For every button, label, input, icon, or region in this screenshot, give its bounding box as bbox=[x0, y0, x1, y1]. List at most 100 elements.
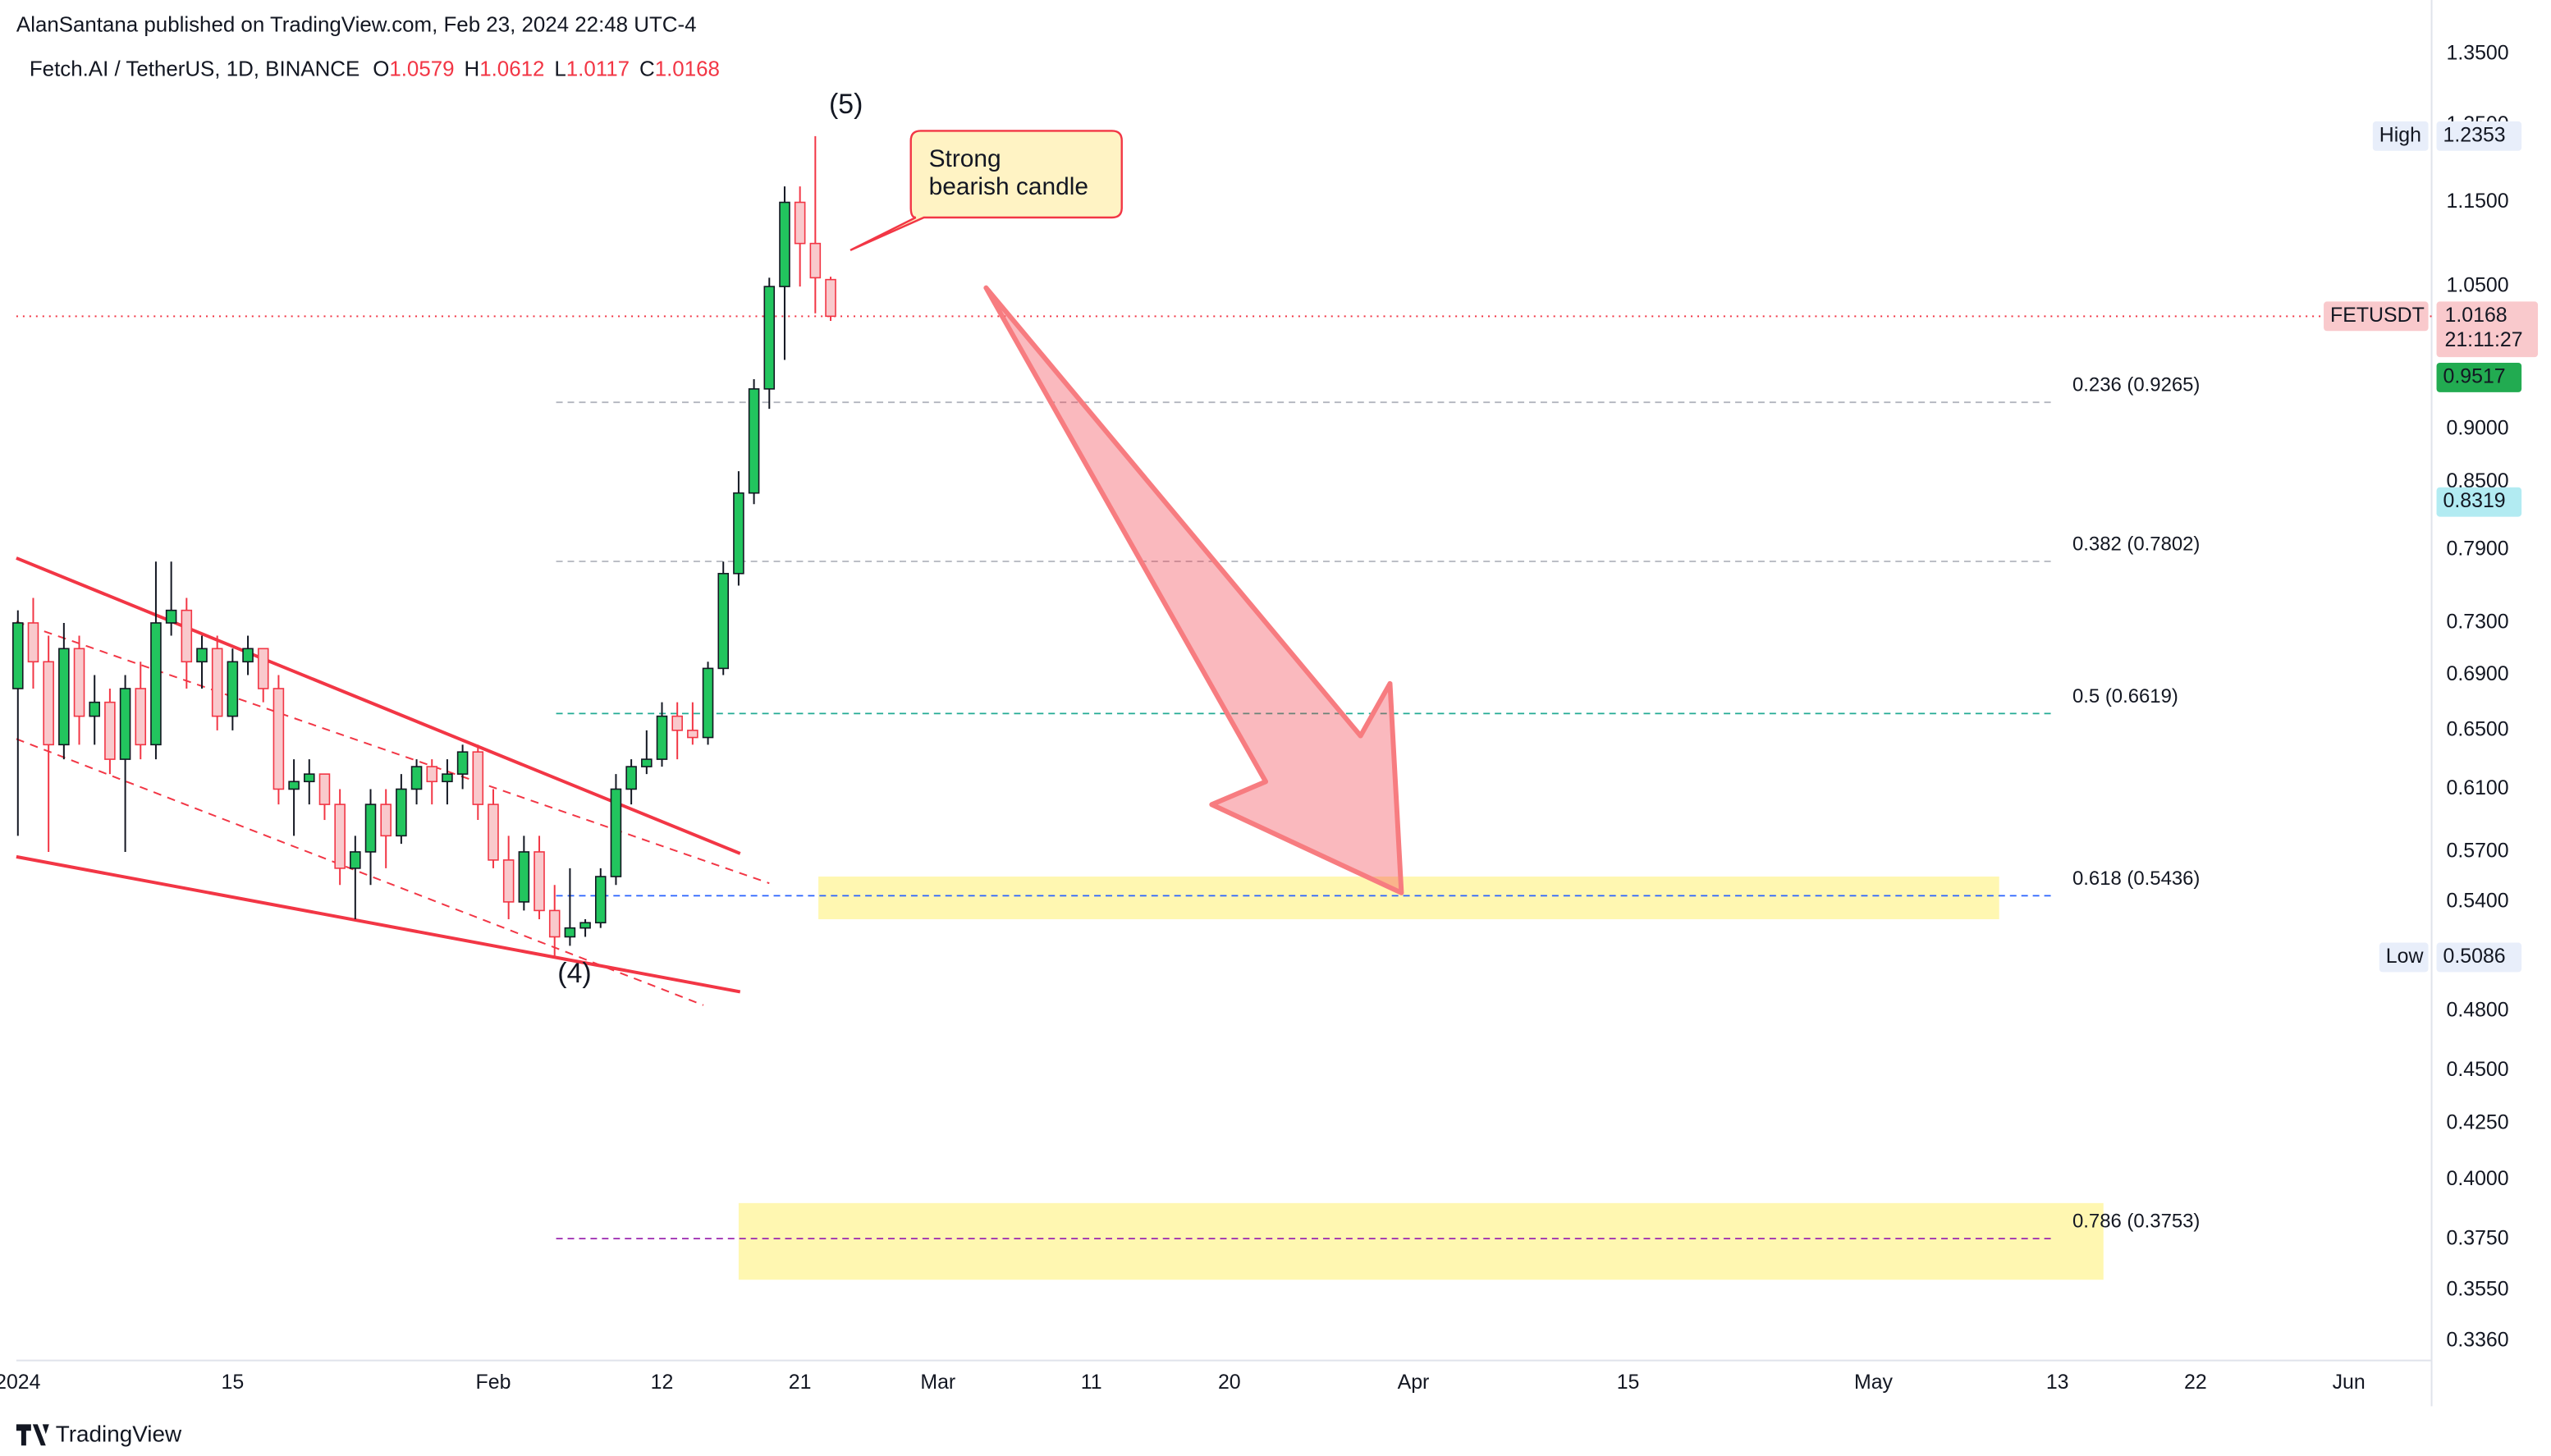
ohlc-value: 1.0579 bbox=[389, 58, 454, 81]
low-label-bg bbox=[2379, 942, 2429, 973]
candle-body bbox=[702, 667, 714, 739]
logo-mark bbox=[16, 1424, 49, 1446]
y-tick-label: 0.6500 bbox=[2446, 717, 2508, 740]
candle-body bbox=[456, 751, 469, 775]
fib-label: 0.618 (0.5436) bbox=[2072, 868, 2200, 890]
ohlc-key: O bbox=[373, 58, 389, 81]
candle-body bbox=[548, 909, 561, 938]
candle-body bbox=[334, 804, 346, 869]
candle-body bbox=[564, 927, 576, 938]
y-tick-label: 0.6900 bbox=[2446, 662, 2508, 685]
y-tick-label: 1.0500 bbox=[2446, 274, 2508, 297]
x-tick-label: Mar bbox=[920, 1371, 955, 1394]
candle-body bbox=[825, 278, 836, 318]
zone bbox=[818, 877, 1999, 919]
wave-label: (4) bbox=[557, 958, 591, 989]
candle-body bbox=[717, 573, 730, 670]
candle-body bbox=[181, 609, 193, 663]
candle-body bbox=[763, 286, 776, 390]
footer-logo: TradingView bbox=[16, 1422, 182, 1447]
candle-body bbox=[733, 492, 744, 575]
last-price: 1.0168 bbox=[2445, 304, 2507, 327]
x-tick-label: 21 bbox=[789, 1371, 812, 1394]
candle-body bbox=[502, 859, 515, 903]
candle-body bbox=[380, 804, 392, 837]
candle-body bbox=[779, 201, 790, 287]
candle-body bbox=[426, 766, 438, 783]
indicator-value-bg bbox=[2436, 363, 2522, 392]
legend: Fetch.AI / TetherUS, 1D, BINANCE O1.0579 H… bbox=[30, 58, 720, 81]
plot: 0.236 (0.9265) 0.382 (0.7802) 0.5 (0.6619)… bbox=[12, 89, 2432, 1280]
ohlc-key: C bbox=[639, 58, 655, 81]
zone bbox=[738, 1202, 2104, 1280]
symbol-badge-bg bbox=[2324, 301, 2429, 332]
indicator-value: 0.9517 bbox=[2443, 365, 2506, 388]
trendline bbox=[16, 854, 741, 994]
y-tick-label: 0.4500 bbox=[2446, 1058, 2508, 1081]
indicator-value: 0.8319 bbox=[2443, 489, 2506, 512]
candle-body bbox=[748, 388, 760, 494]
candle-body bbox=[165, 609, 177, 624]
callout-box bbox=[850, 130, 1123, 251]
x-tick-label: 12 bbox=[651, 1371, 674, 1394]
fib-label: 0.236 (0.9265) bbox=[2072, 374, 2200, 396]
low-value-bg bbox=[2436, 942, 2522, 973]
x-tick-label: Apr bbox=[1398, 1371, 1430, 1394]
ohlc-key: L bbox=[554, 58, 566, 81]
y-tick-label: 0.9000 bbox=[2446, 416, 2508, 439]
candle-body bbox=[809, 242, 822, 279]
ohlc-value: 1.0117 bbox=[566, 58, 630, 81]
candle-body bbox=[119, 688, 131, 760]
x-tick-label: 22 bbox=[2184, 1371, 2207, 1394]
candle-body bbox=[211, 648, 223, 717]
x-tick-label: 15 bbox=[1617, 1371, 1640, 1394]
countdown: 21:11:27 bbox=[2445, 328, 2523, 351]
candle-body bbox=[641, 758, 653, 767]
candle-body bbox=[350, 851, 361, 869]
symbol: Fetch.AI / TetherUS, 1D, BINANCE bbox=[30, 58, 360, 81]
candle-body bbox=[304, 773, 315, 783]
x-tick-label: 20 bbox=[1218, 1371, 1241, 1394]
x-tick-label: Feb bbox=[476, 1371, 511, 1394]
ohlc-key: H bbox=[465, 58, 480, 81]
wave-label: (5) bbox=[829, 89, 863, 120]
y-tick-label: 0.3360 bbox=[2446, 1328, 2508, 1351]
candle-body bbox=[43, 661, 54, 746]
symbol-badge: FETUSDT bbox=[2330, 304, 2425, 327]
candle-body bbox=[594, 876, 607, 924]
y-tick-label: 0.4250 bbox=[2446, 1111, 2508, 1134]
candle-body bbox=[671, 715, 683, 731]
candle-body bbox=[364, 804, 377, 853]
fib-label: 0.786 (0.3753) bbox=[2072, 1211, 2200, 1233]
y-tick-label: 1.3500 bbox=[2446, 41, 2508, 64]
candle-body bbox=[104, 701, 116, 760]
last-price-bg bbox=[2436, 301, 2539, 358]
low-value: 0.5086 bbox=[2443, 945, 2506, 968]
fib-label: 0.382 (0.7802) bbox=[2072, 533, 2200, 555]
candle-body bbox=[687, 730, 698, 739]
y-tick-label: 0.5400 bbox=[2446, 889, 2508, 912]
candle-body bbox=[656, 715, 668, 760]
candle-body bbox=[227, 661, 239, 717]
candle-body bbox=[472, 751, 484, 805]
callout-text: Strong bbox=[929, 145, 1001, 172]
candle-body bbox=[196, 648, 208, 663]
x-tick-label: 15 bbox=[222, 1371, 245, 1394]
candle-body bbox=[135, 688, 147, 746]
y-tick-label: 0.7900 bbox=[2446, 537, 2508, 560]
x-tick-label: 13 bbox=[2046, 1371, 2069, 1394]
candle-body bbox=[89, 701, 100, 717]
high-label: High bbox=[2379, 123, 2421, 146]
candle-body bbox=[318, 773, 331, 805]
candle-body bbox=[534, 851, 545, 912]
candle-body bbox=[242, 648, 254, 663]
x-tick-label: 2024 bbox=[0, 1371, 41, 1394]
y-tick-label: 1.1500 bbox=[2446, 190, 2508, 213]
candle-body bbox=[396, 788, 407, 837]
candle-body bbox=[288, 781, 300, 790]
indicator-value-bg bbox=[2436, 487, 2522, 517]
candle-body bbox=[410, 766, 423, 790]
